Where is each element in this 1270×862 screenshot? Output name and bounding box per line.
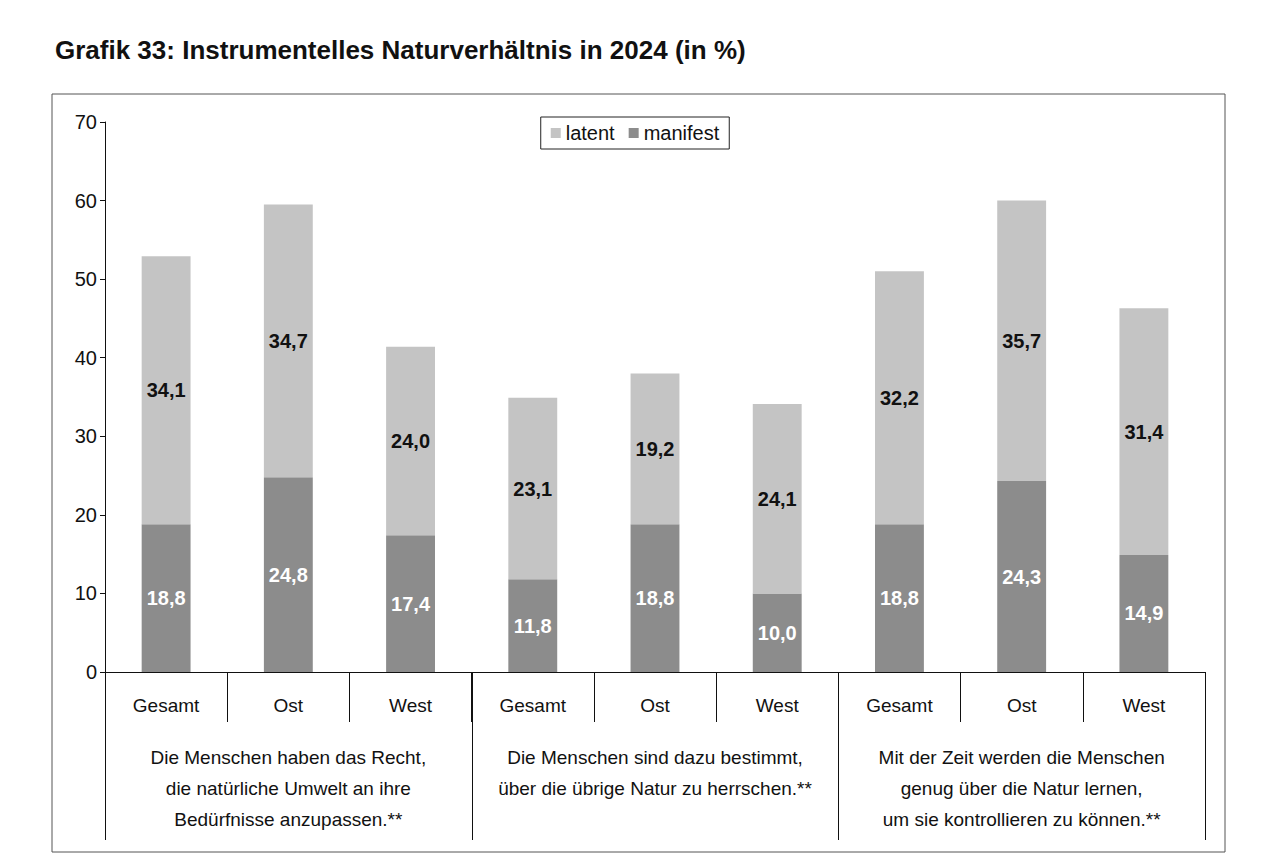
svg-text:West: West (389, 695, 433, 716)
svg-text:18,8: 18,8 (147, 587, 186, 609)
svg-text:über die übrige Natur zu herrs: über die übrige Natur zu herrschen.** (498, 778, 812, 799)
svg-text:24,1: 24,1 (758, 488, 797, 510)
svg-text:18,8: 18,8 (880, 587, 919, 609)
svg-text:latent: latent (566, 122, 615, 144)
svg-text:34,1: 34,1 (147, 379, 186, 401)
svg-text:24,8: 24,8 (269, 564, 308, 586)
svg-text:Ost: Ost (640, 695, 670, 716)
svg-text:genug über die Natur lernen,: genug über die Natur lernen, (901, 778, 1143, 799)
svg-text:30: 30 (75, 425, 97, 447)
svg-text:0: 0 (86, 661, 97, 683)
svg-text:24,0: 24,0 (391, 430, 430, 452)
svg-text:34,7: 34,7 (269, 330, 308, 352)
svg-text:10,0: 10,0 (758, 622, 797, 644)
svg-text:18,8: 18,8 (636, 587, 675, 609)
svg-text:50: 50 (75, 268, 97, 290)
svg-text:Bedürfnisse anzupassen.**: Bedürfnisse anzupassen.** (174, 809, 403, 830)
svg-text:Gesamt: Gesamt (866, 695, 933, 716)
svg-text:West: West (756, 695, 800, 716)
svg-text:31,4: 31,4 (1124, 421, 1164, 443)
svg-text:Instrumentelles Naturverhältni: Instrumentelles Naturverhältnis in 2024 … (175, 35, 746, 65)
svg-text:70: 70 (75, 111, 97, 133)
svg-text:35,7: 35,7 (1002, 330, 1041, 352)
svg-text:um sie kontrollieren zu können: um sie kontrollieren zu können.** (883, 809, 1161, 830)
svg-text:West: West (1122, 695, 1166, 716)
svg-text:40: 40 (75, 347, 97, 369)
svg-text:Gesamt: Gesamt (133, 695, 200, 716)
svg-text:17,4: 17,4 (391, 593, 431, 615)
svg-text:Grafik 33:: Grafik 33: (55, 35, 175, 65)
svg-text:24,3: 24,3 (1002, 566, 1041, 588)
svg-text:10: 10 (75, 582, 97, 604)
svg-text:Ost: Ost (1007, 695, 1037, 716)
svg-text:11,8: 11,8 (514, 615, 552, 637)
svg-text:Die Menschen sind dazu bestimm: Die Menschen sind dazu bestimmt, (507, 747, 803, 768)
svg-text:Gesamt: Gesamt (500, 695, 567, 716)
svg-text:Die Menschen haben das Recht,: Die Menschen haben das Recht, (150, 747, 426, 768)
svg-text:manifest: manifest (644, 122, 720, 144)
svg-text:19,2: 19,2 (636, 438, 675, 460)
svg-text:die natürliche Umwelt an ihre: die natürliche Umwelt an ihre (166, 778, 411, 799)
svg-text:20: 20 (75, 504, 97, 526)
svg-text:Mit der Zeit werden die Mensch: Mit der Zeit werden die Menschen (879, 747, 1165, 768)
svg-text:14,9: 14,9 (1124, 602, 1163, 624)
svg-text:23,1: 23,1 (513, 478, 552, 500)
svg-text:32,2: 32,2 (880, 387, 919, 409)
svg-text:60: 60 (75, 190, 97, 212)
svg-text:Ost: Ost (274, 695, 304, 716)
